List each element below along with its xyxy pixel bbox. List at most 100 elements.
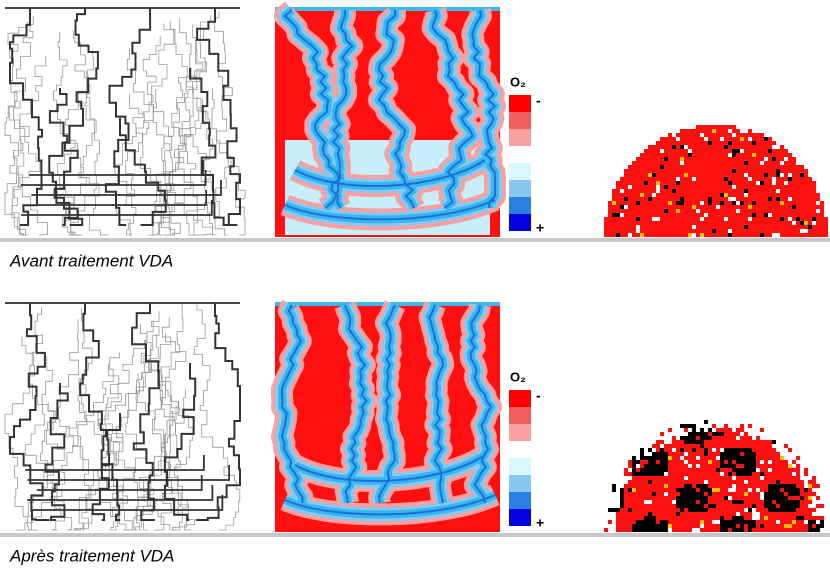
tissue-cell	[708, 496, 712, 500]
tissue-cell	[688, 153, 692, 157]
tissue-cell	[772, 500, 776, 504]
tissue-cell	[680, 197, 684, 201]
tissue-cell	[736, 472, 740, 476]
tissue-cell	[672, 213, 676, 217]
tissue-cell	[692, 440, 696, 444]
tissue-cell	[648, 161, 652, 165]
tissue-cell	[632, 225, 636, 229]
tissue-cell	[700, 197, 704, 201]
tissue-cell	[708, 153, 712, 157]
tissue-cell	[800, 201, 804, 205]
tissue-cell	[656, 213, 660, 217]
tissue-cell	[736, 496, 740, 500]
tissue-cell	[736, 213, 740, 217]
tissue-cell	[692, 141, 696, 145]
tissue-cell	[732, 452, 736, 456]
tissue-cell	[676, 173, 680, 177]
tissue-cell	[712, 165, 716, 169]
tissue-cell	[640, 508, 644, 512]
tissue-cell	[776, 145, 780, 149]
tissue-cell	[700, 512, 704, 516]
tissue-cell	[784, 472, 788, 476]
tissue-cell	[704, 213, 708, 217]
tissue-cell	[652, 524, 656, 528]
tissue-cell	[620, 496, 624, 500]
tissue-cell	[748, 229, 752, 233]
tissue-cell	[632, 229, 636, 233]
tissue-cell	[740, 472, 744, 476]
tissue-cell	[640, 464, 644, 468]
tissue-cell	[644, 472, 648, 476]
tissue-cell	[640, 173, 644, 177]
tissue-cell	[648, 492, 652, 496]
tissue-cell	[676, 229, 680, 233]
tissue-cell	[752, 468, 756, 472]
tissue-cell	[752, 440, 756, 444]
tissue-cell	[764, 205, 768, 209]
tissue-cell	[724, 428, 728, 432]
tissue-cell	[776, 524, 780, 528]
tissue-cell	[672, 149, 676, 153]
tissue-cell	[732, 193, 736, 197]
tissue-cell	[664, 189, 668, 193]
tissue-cell	[804, 496, 808, 500]
thin-trace	[154, 20, 188, 236]
tissue-cell	[692, 145, 696, 149]
tissue-cell	[680, 424, 684, 428]
tissue-cell	[792, 492, 796, 496]
tissue-cell	[640, 460, 644, 464]
tissue-cell	[712, 524, 716, 528]
tissue-cell	[792, 221, 796, 225]
tissue-cell	[652, 504, 656, 508]
tissue-cell	[752, 165, 756, 169]
tissue-cell	[720, 484, 724, 488]
tissue-cell	[756, 201, 760, 205]
tissue-cell	[620, 504, 624, 508]
tissue-cell	[732, 197, 736, 201]
tissue-cell	[628, 173, 632, 177]
tissue-cell	[716, 516, 720, 520]
tissue-cell	[712, 432, 716, 436]
tissue-cell	[720, 169, 724, 173]
tissue-cell	[728, 217, 732, 221]
tissue-cell	[772, 225, 776, 229]
tissue-cell	[628, 480, 632, 484]
tissue-cell	[744, 129, 748, 133]
tissue-cell	[680, 444, 684, 448]
tissue-cell	[820, 516, 824, 520]
tissue-cell	[768, 149, 772, 153]
tissue-cell	[740, 508, 744, 512]
tissue-cell	[768, 221, 772, 225]
tissue-cell	[632, 233, 636, 237]
tissue-cell	[632, 480, 636, 484]
tissue-cell	[756, 464, 760, 468]
tissue-cell	[764, 460, 768, 464]
tissue-cell	[736, 500, 740, 504]
tissue-cell	[616, 209, 620, 213]
tissue-cell	[752, 137, 756, 141]
tissue-cell	[764, 448, 768, 452]
tissue-cell	[744, 528, 748, 532]
tissue-cell	[696, 448, 700, 452]
tissue-cell	[680, 213, 684, 217]
tissue-cell	[668, 428, 672, 432]
tissue-cell	[780, 221, 784, 225]
tissue-cell	[724, 225, 728, 229]
tissue-cell	[760, 504, 764, 508]
tissue-cell	[748, 452, 752, 456]
tissue-cell	[760, 153, 764, 157]
tissue-cell	[756, 492, 760, 496]
tissue-cell	[672, 161, 676, 165]
tissue-cell	[676, 476, 680, 480]
thick-trace	[21, 200, 213, 216]
tissue-cell	[784, 504, 788, 508]
tissue-cell	[804, 516, 808, 520]
tissue-cell	[732, 512, 736, 516]
tissue-cell	[684, 129, 688, 133]
tissue-cell	[712, 460, 716, 464]
tissue-cell	[800, 508, 804, 512]
tissue-cell	[668, 448, 672, 452]
tissue-cell	[808, 496, 812, 500]
tissue-cell	[804, 520, 808, 524]
tissue-cell	[792, 213, 796, 217]
